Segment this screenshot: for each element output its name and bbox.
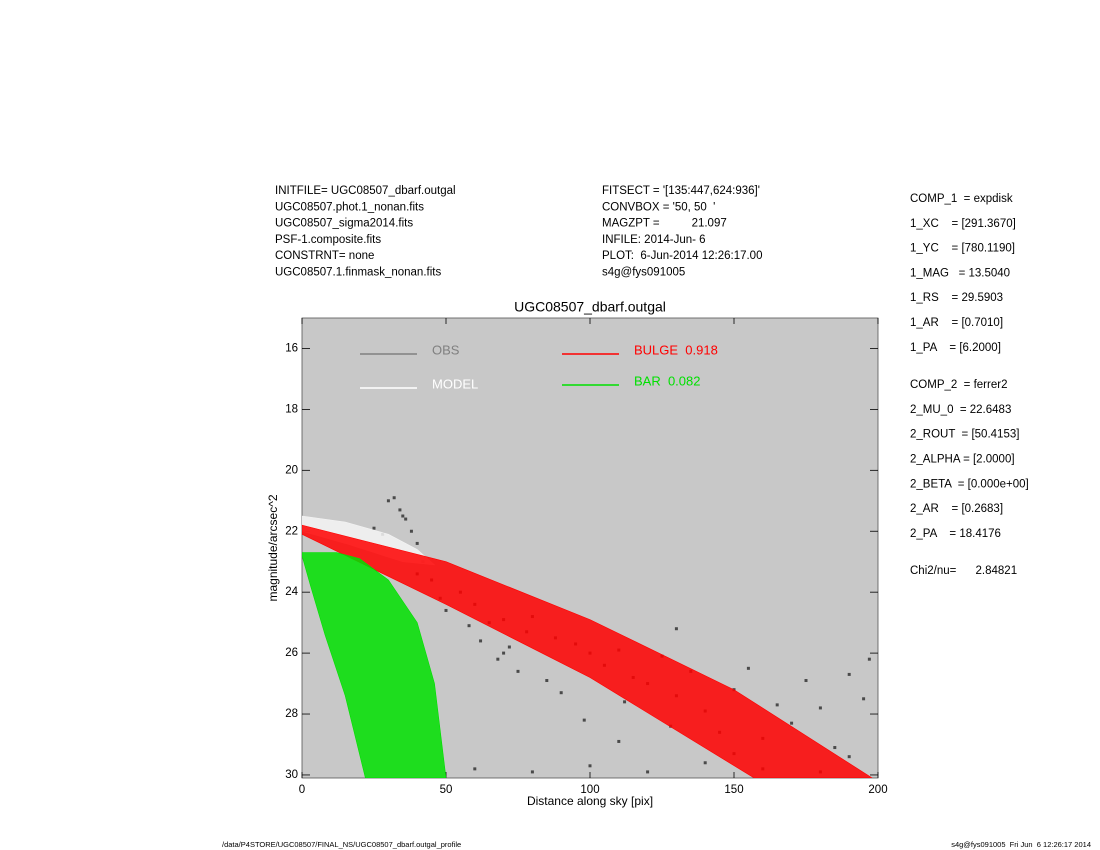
header-mid-line: PLOT: 6-Jun-2014 12:26:17.00 <box>602 250 762 262</box>
obs-point <box>392 496 396 500</box>
legend-label: MODEL <box>432 376 478 391</box>
y-tick-label: 30 <box>285 769 298 781</box>
header-left-line: UGC08507.phot.1_nonan.fits <box>275 201 424 213</box>
obs-point <box>847 755 851 759</box>
header-left-line: UGC08507.1.finmask_nonan.fits <box>275 267 441 279</box>
fit-param: 2_AR = [0.2683] <box>910 503 1003 515</box>
header-left-line: PSF-1.composite.fits <box>275 234 381 246</box>
y-tick-label: 26 <box>285 647 298 659</box>
y-tick-label: 20 <box>285 464 298 476</box>
obs-point <box>559 691 563 695</box>
obs-point <box>833 746 837 750</box>
obs-point <box>867 657 871 661</box>
y-tick-label: 28 <box>285 708 298 720</box>
legend-label: BAR 0.082 <box>634 373 701 388</box>
obs-point <box>502 651 506 655</box>
obs-point <box>386 499 390 503</box>
obs-point <box>588 764 592 768</box>
y-tick-label: 16 <box>285 342 298 354</box>
y-tick-label: 22 <box>285 525 298 537</box>
footer-path: /data/P4STORE/UGC08507/FINAL_NS/UGC08507… <box>222 840 461 849</box>
x-tick-label: 200 <box>868 784 887 796</box>
fit-param: 2_MU_0 = 22.6483 <box>910 404 1011 416</box>
obs-point <box>473 767 477 771</box>
fit-param: 1_PA = [6.2000] <box>910 342 1001 354</box>
model-band <box>302 552 447 778</box>
header-mid-line: s4g@fys091005 <box>602 267 685 279</box>
obs-point <box>623 700 627 704</box>
obs-point <box>404 517 408 521</box>
y-tick-label: 18 <box>285 403 298 415</box>
y-tick-label: 24 <box>285 586 298 598</box>
header-mid-line: MAGZPT = 21.097 <box>602 218 727 230</box>
fit-param: COMP_1 = expdisk <box>910 193 1013 205</box>
obs-point <box>790 721 794 725</box>
obs-point <box>582 718 586 722</box>
header-mid-line: FITSECT = '[135:447,624:936]' <box>602 185 760 197</box>
fit-param: 1_MAG = 13.5040 <box>910 267 1010 279</box>
obs-point <box>818 706 822 710</box>
x-tick-label: 100 <box>580 784 599 796</box>
footer-stamp: s4g@fys091005 Fri Jun 6 12:26:17 2014 <box>951 840 1091 849</box>
obs-point <box>444 608 448 612</box>
header-mid-line: INFILE: 2014-Jun- 6 <box>602 234 706 246</box>
header-left-line: UGC08507_sigma2014.fits <box>275 218 413 230</box>
obs-point <box>479 639 483 643</box>
obs-point <box>496 657 500 661</box>
obs-point <box>398 508 402 512</box>
fit-param: 1_XC = [291.3670] <box>910 218 1016 230</box>
fit-param: 1_YC = [780.1190] <box>910 243 1015 255</box>
x-tick-label: 50 <box>440 784 453 796</box>
legend-label: BULGE 0.918 <box>634 342 718 357</box>
fit-param: Chi2/nu= 2.84821 <box>910 565 1017 577</box>
fit-param: 2_ROUT = [50.4153] <box>910 429 1019 441</box>
chart-title: UGC08507_dbarf.outgal <box>514 299 666 315</box>
x-axis-label: Distance along sky [pix] <box>527 794 653 808</box>
obs-point <box>804 679 808 683</box>
obs-point <box>516 669 520 673</box>
obs-point <box>372 526 376 530</box>
y-axis-label: magnitude/arcsec^2 <box>266 494 280 601</box>
obs-point <box>674 627 678 631</box>
x-tick-label: 0 <box>299 784 305 796</box>
obs-point <box>415 541 419 545</box>
fit-param: 2_ALPHA = [2.0000] <box>910 454 1015 466</box>
header-mid-line: CONVBOX = '50, 50 ' <box>602 201 715 213</box>
obs-point <box>617 739 621 743</box>
obs-point <box>507 645 511 649</box>
obs-point <box>746 666 750 670</box>
obs-point <box>775 703 779 707</box>
fit-param: 1_AR = [0.7010] <box>910 317 1003 329</box>
obs-point <box>646 770 650 774</box>
fit-param: 2_PA = 18.4176 <box>910 528 1001 540</box>
fit-param: 2_BETA = [0.000e+00] <box>910 478 1029 490</box>
obs-point <box>703 761 707 765</box>
x-tick-label: 150 <box>724 784 743 796</box>
obs-point <box>847 672 851 676</box>
obs-point <box>401 514 405 518</box>
header-left-line: CONSTRNT= none <box>275 250 374 262</box>
obs-point <box>530 770 534 774</box>
obs-point <box>545 679 549 683</box>
fit-param: 1_RS = 29.5903 <box>910 292 1003 304</box>
legend-label: OBS <box>432 342 460 357</box>
obs-point <box>862 697 866 701</box>
obs-point <box>409 529 413 533</box>
obs-point <box>467 624 471 628</box>
fit-param: COMP_2 = ferrer2 <box>910 379 1007 391</box>
header-left-line: INITFILE= UGC08507_dbarf.outgal <box>275 185 456 197</box>
